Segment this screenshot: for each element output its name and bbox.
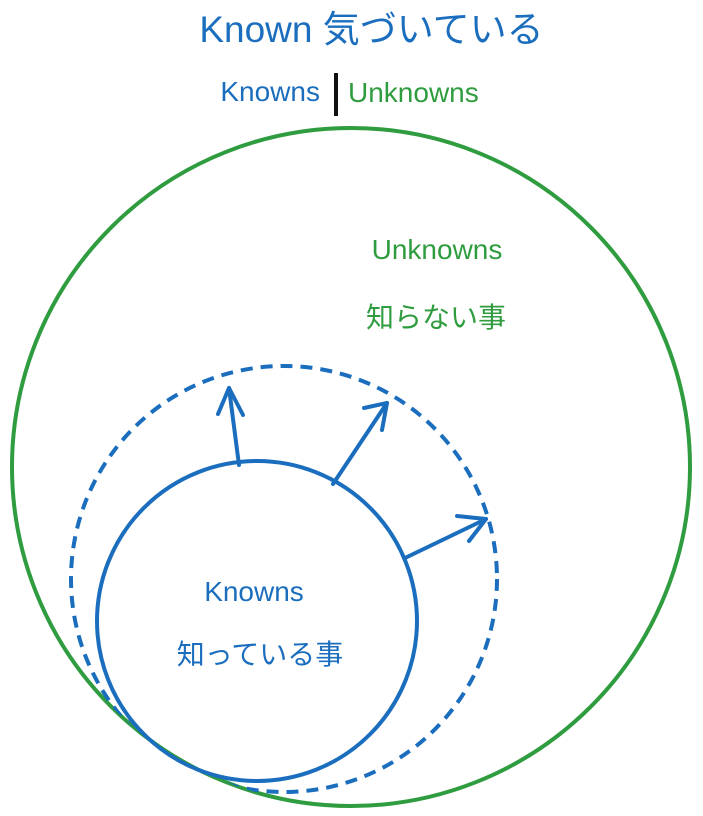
legend-knowns-label: Knowns: [220, 76, 320, 107]
unknowns-label-en: Unknowns: [372, 234, 503, 265]
knowns-label-ja: 知っている事: [177, 639, 344, 670]
legend: Knowns Unknowns: [0, 72, 703, 116]
expansion-arrow-right: [403, 514, 488, 560]
legend-divider: [334, 73, 338, 116]
unknowns-label-ja: 知らない事: [366, 302, 506, 333]
expanded-knowns-boundary: [69, 364, 499, 794]
expansion-arrow-up-right: [331, 401, 389, 486]
knowns-label-en: Knowns: [204, 576, 304, 607]
knowns-circle: [95, 459, 419, 783]
diagram-title: Known 気づいている: [199, 9, 544, 50]
expansion-arrow-up: [216, 386, 245, 467]
legend-unknowns-label: Unknowns: [348, 77, 479, 108]
unknowns-circle: [10, 126, 692, 808]
